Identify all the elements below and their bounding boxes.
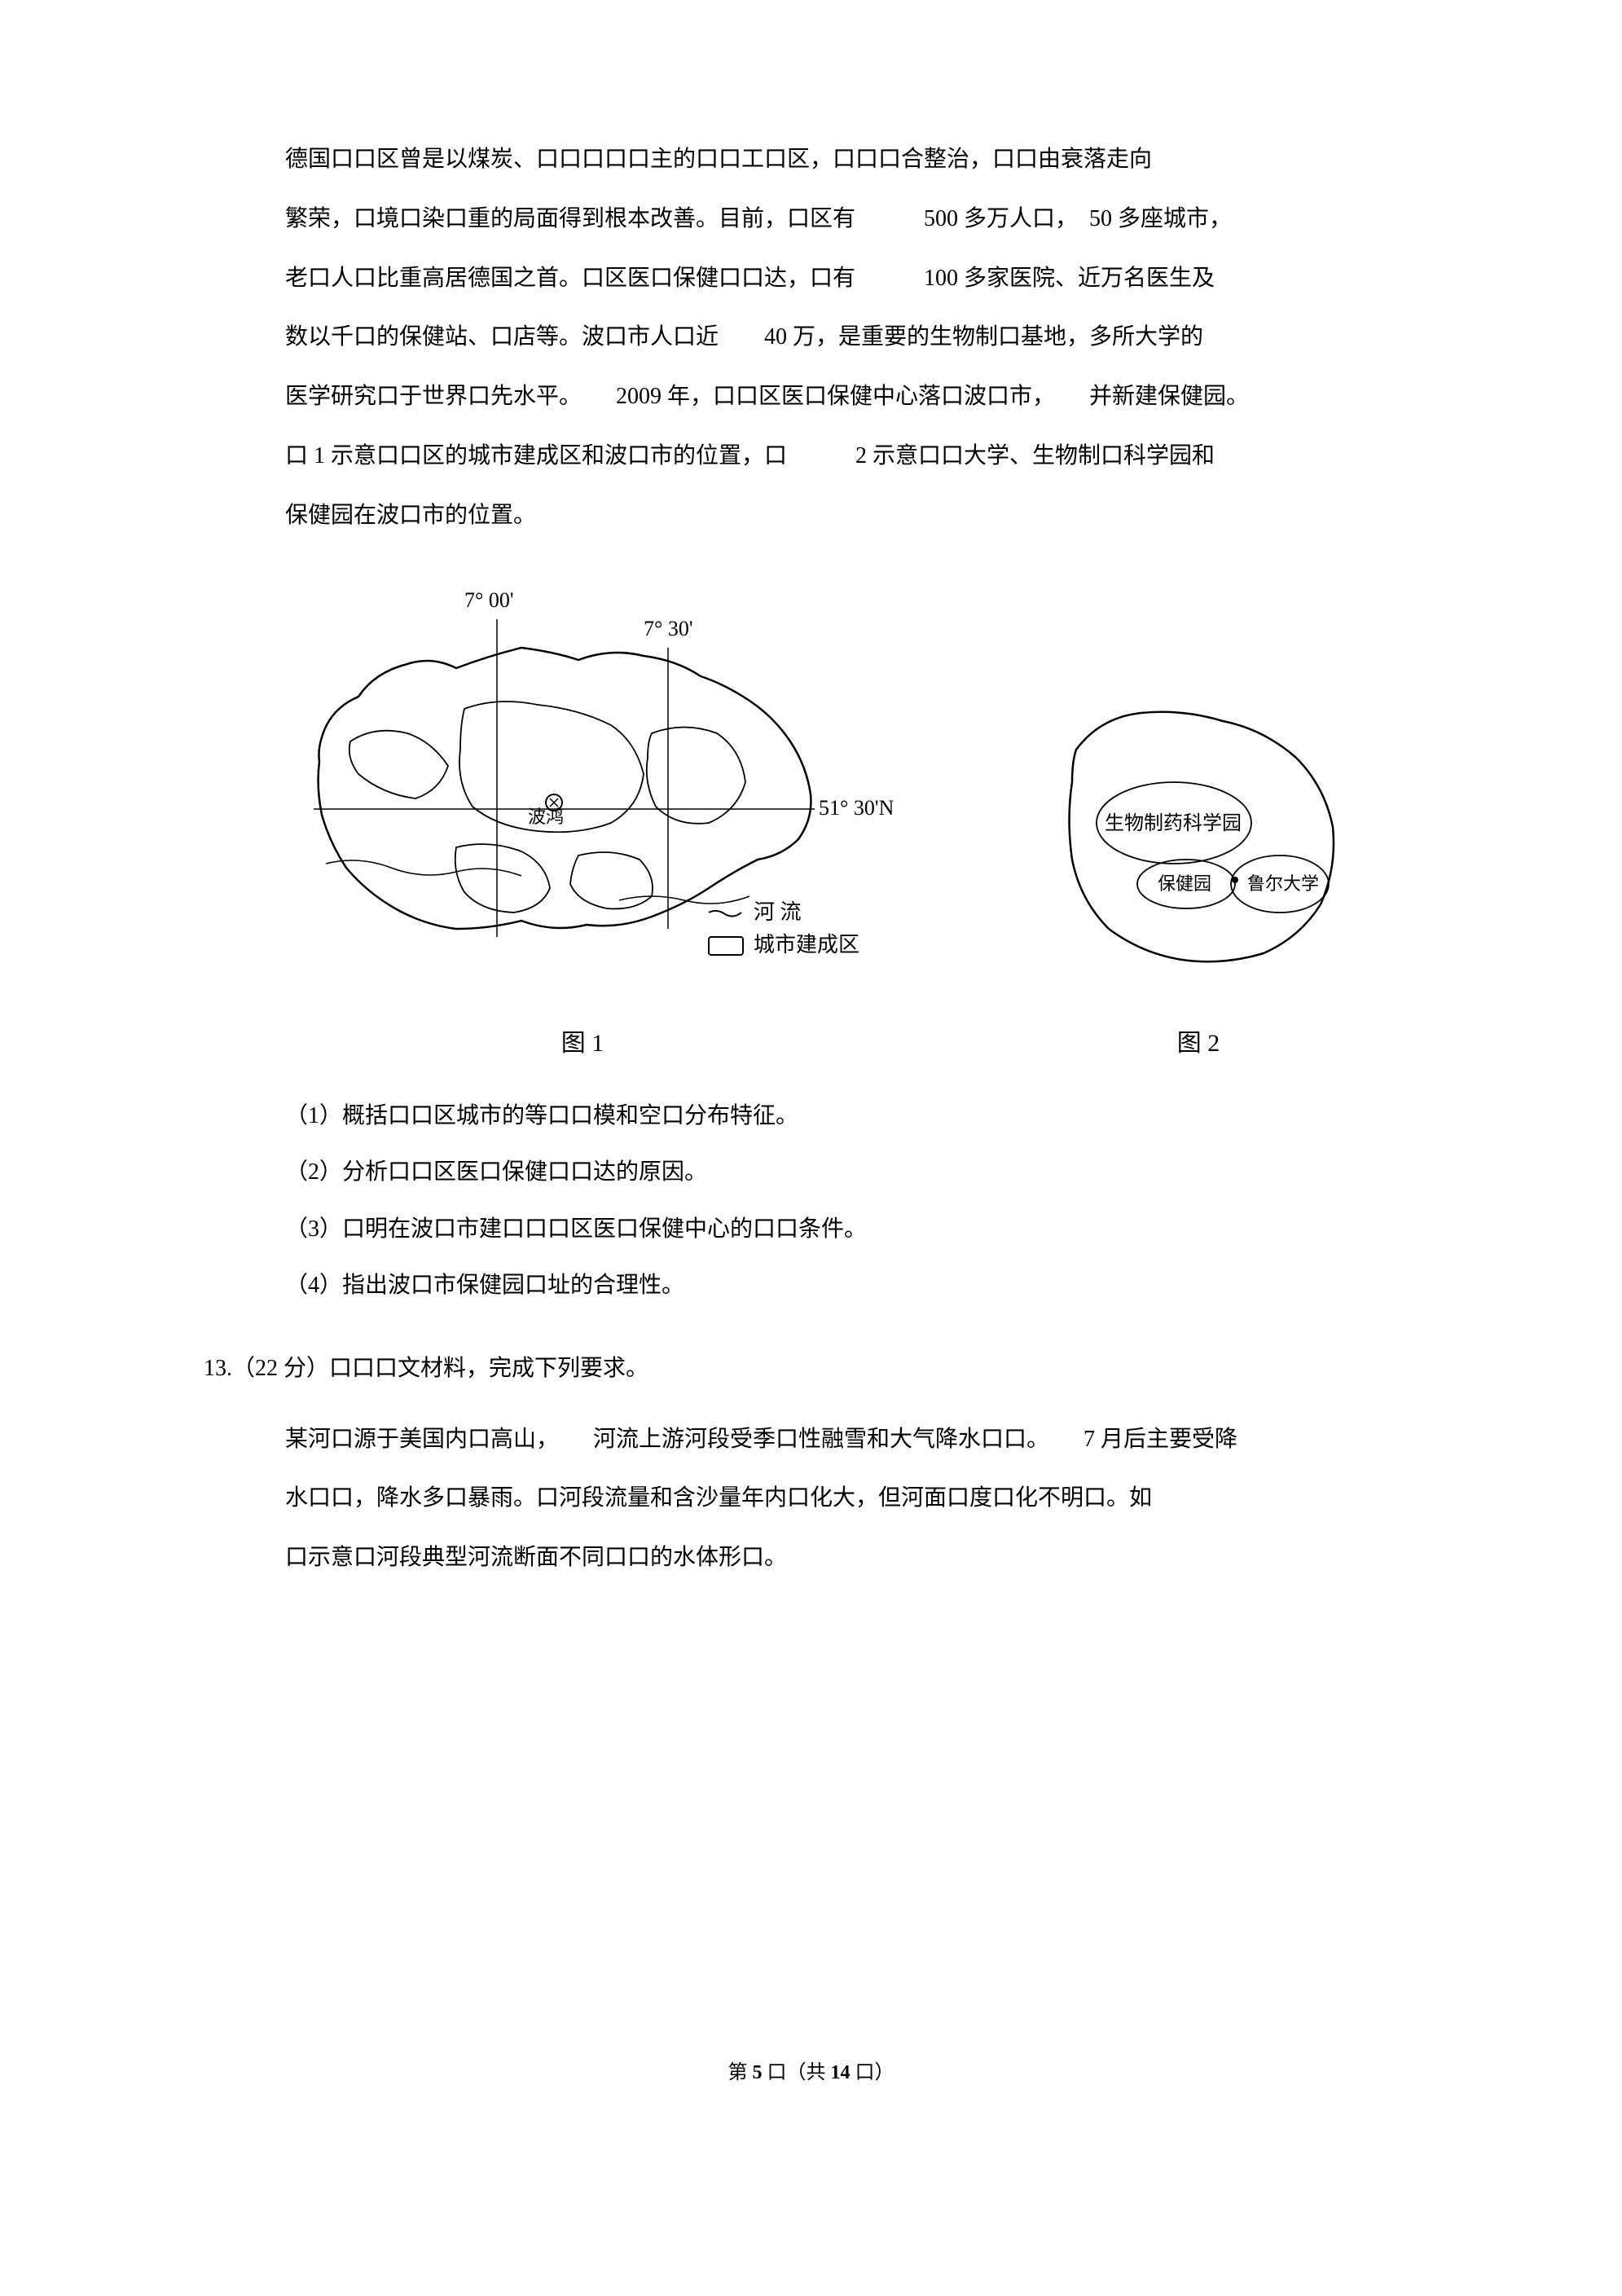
coord-51-30: 51° 30'N bbox=[819, 796, 895, 820]
coord-7-00: 7° 00' bbox=[464, 588, 514, 612]
legend-city-text: 城市建成区 bbox=[754, 933, 859, 957]
map-1-svg: 7° 00' 7° 30' 51° 30'N bbox=[253, 578, 912, 1002]
map-2-svg: 生物制药科学园 保健园 鲁尔大学 bbox=[1027, 676, 1369, 986]
legend-river-icon bbox=[709, 910, 741, 916]
sub-question-4: （4）指出波口市保健园口址的合理性。 bbox=[253, 1260, 1369, 1311]
figures-container: 7° 00' 7° 30' 51° 30'N bbox=[253, 578, 1369, 1006]
legend-river-text: 河 流 bbox=[754, 900, 802, 924]
q13-line-3: 口示意口河段典型河流断面不同口口的水体形口。 bbox=[285, 1545, 787, 1570]
figure-1: 7° 00' 7° 30' 51° 30'N bbox=[253, 578, 912, 1006]
figure-1-caption: 图 1 bbox=[253, 1023, 912, 1058]
footer-prefix: 第 bbox=[728, 2062, 753, 2083]
para-line-1: 德国口口区曾是以煤炭、口口口口口主的口口工口区，口口口合整治，口口由衰落走向 bbox=[285, 147, 1152, 172]
marker-dot bbox=[1232, 877, 1238, 883]
bio-park-label: 生物制药科学园 bbox=[1105, 812, 1242, 834]
para-line-5: 医学研究口于世界口先水平。 2009 年，口口区医口保健中心落口波口市， 并新建… bbox=[285, 384, 1249, 409]
city-blob-1 bbox=[349, 730, 448, 798]
footer-suffix: 口） bbox=[851, 2062, 895, 2083]
question-13-header: 13.（22 分）口口口文材料，完成下列要求。 bbox=[204, 1344, 1369, 1394]
region-outline bbox=[319, 648, 811, 929]
footer-total-pages: 14 bbox=[831, 2062, 851, 2083]
para-line-4: 数以千口的保健站、口店等。波口市人口近 40 万，是重要的生物制口基地，多所大学… bbox=[285, 324, 1203, 350]
univ-label: 鲁尔大学 bbox=[1247, 873, 1319, 894]
caption-row: 图 1 图 2 bbox=[253, 1023, 1369, 1058]
city-blob-4 bbox=[455, 844, 550, 913]
figure-2-caption: 图 2 bbox=[1027, 1023, 1369, 1058]
para-line-2: 繁荣，口境口染口重的局面得到根本改善。目前，口区有 500 多万人口， 50 多… bbox=[285, 206, 1232, 231]
question-13-body: 某河口源于美国内口高山， 河流上游河段受季口性融雪和大气降水口口。 7 月后主要… bbox=[253, 1410, 1369, 1588]
footer-current-page: 5 bbox=[753, 2062, 763, 2083]
para-line-6: 口 1 示意口口区的城市建成区和波口市的位置，口 2 示意口口大学、生物制口科学… bbox=[285, 443, 1215, 468]
sub-question-1: （1）概括口口区城市的等口口模和空口分布特征。 bbox=[253, 1091, 1369, 1141]
figure-2: 生物制药科学园 保健园 鲁尔大学 bbox=[1027, 676, 1369, 990]
bochum-label: 波鸿 bbox=[528, 807, 564, 827]
coord-7-30: 7° 30' bbox=[644, 617, 693, 640]
page-footer: 第 5 口（共 14 口） bbox=[0, 2056, 1622, 2084]
sub-question-3: （3）口明在波口市建口口口区医口保健中心的口口条件。 bbox=[253, 1204, 1369, 1255]
para-line-7: 保健园在波口市的位置。 bbox=[285, 503, 536, 528]
city-blob-5 bbox=[570, 852, 653, 908]
bochum-x bbox=[550, 798, 558, 807]
q13-line-1: 某河口源于美国内口高山， 河流上游河段受季口性融雪和大气降水口口。 7 月后主要… bbox=[285, 1427, 1237, 1452]
intro-paragraph: 德国口口区曾是以煤炭、口口口口口主的口口工口区，口口口合整治，口口由衰落走向 繁… bbox=[285, 130, 1369, 546]
sub-question-2: （2）分析口口区医口保健口口达的原因。 bbox=[253, 1147, 1369, 1198]
footer-mid: 口（共 bbox=[763, 2062, 831, 2083]
river-1 bbox=[326, 860, 521, 876]
health-park-label: 保健园 bbox=[1158, 873, 1211, 894]
para-line-3: 老口人口比重高居德国之首。口区医口保健口口达，口有 100 多家医院、近万名医生… bbox=[285, 266, 1215, 291]
bochum-outline bbox=[1070, 711, 1334, 961]
q13-line-2: 水口口，降水多口暴雨。口河段流量和含沙量年内口化大，但河面口度口化不明口。如 bbox=[285, 1485, 1152, 1511]
legend-city-icon bbox=[709, 937, 743, 955]
